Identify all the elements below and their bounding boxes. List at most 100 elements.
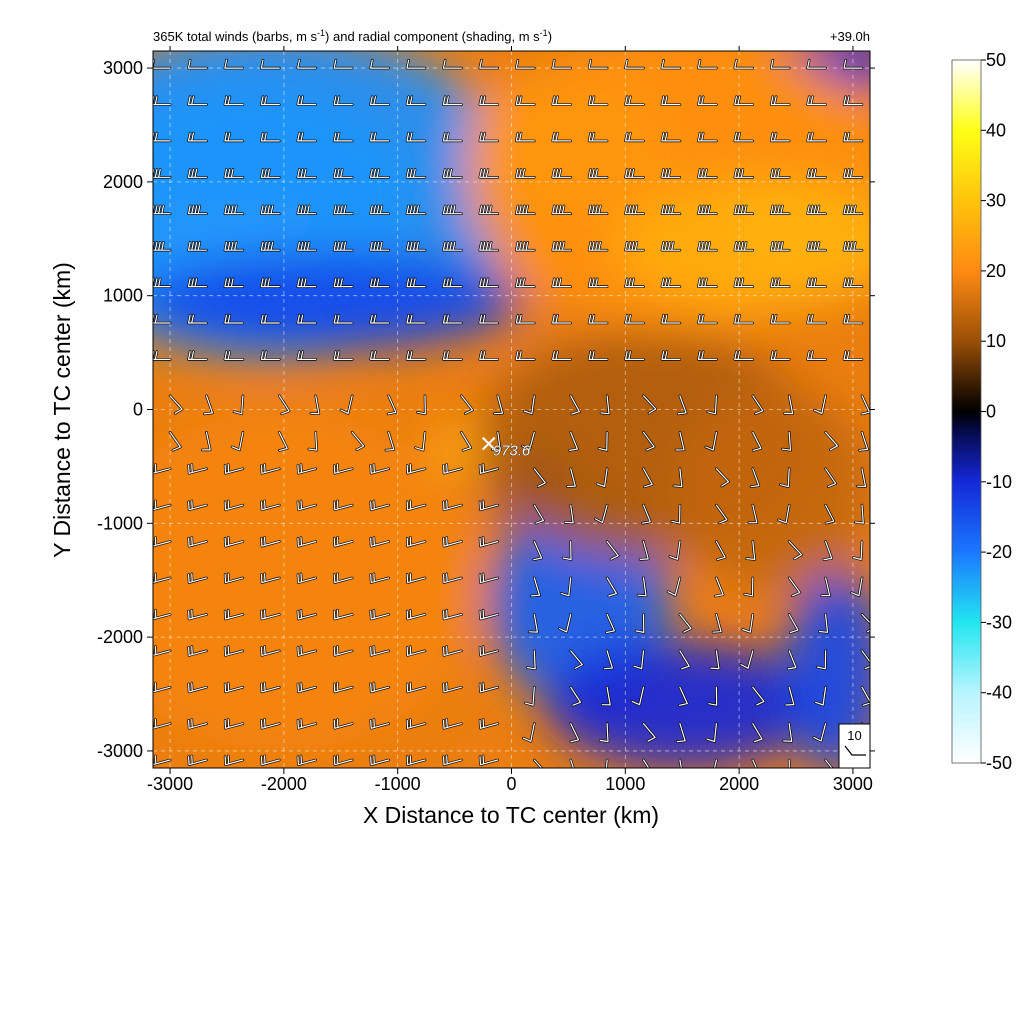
wind-barb-highlight [406,205,426,215]
forecast-hour-label: +39.0h [830,29,870,44]
wind-barb-highlight [187,132,208,142]
wind-barb-highlight [442,241,462,251]
wind-barb-highlight [825,759,833,768]
wind-barb-highlight [224,168,244,178]
wind-barb-highlight [479,278,499,288]
wind-barb-highlight [624,168,645,178]
wind-barb-highlight [260,241,280,251]
wind-barb-highlight [734,241,754,251]
wind-barb-highlight [406,351,426,360]
wind-barb-highlight [370,609,390,620]
wind-barb-highlight [308,431,318,451]
plot-title: 365K total winds (barbs, m s-1) and radi… [153,28,552,44]
wind-barb-highlight [843,314,863,324]
wind-barb-highlight [188,646,208,656]
wind-barb-highlight [861,650,870,670]
wind-barb-highlight [785,686,795,706]
wind-barb-highlight [479,646,499,656]
wind-barb-highlight [748,504,758,524]
wind-barb-highlight [370,59,390,69]
wind-barb-highlight [333,168,353,178]
wind-barb-highlight [224,500,244,511]
wind-barb-highlight [515,241,535,251]
wind-barb-highlight [661,59,681,69]
wind-barb-highlight [479,682,499,693]
wind-barb-highlight [187,241,208,251]
wind-barb-highlight [443,500,462,511]
wind-barb-highlight [734,278,754,288]
wind-barb-highlight [153,278,171,288]
wind-barb-highlight [406,536,426,547]
wind-barb-highlight [697,241,717,251]
wind-barb-highlight [187,96,208,106]
wind-barb-highlight [746,540,756,560]
wind-barb-highlight [370,755,390,766]
wind-barb-highlight [231,431,244,451]
wind-barb-highlight [710,650,720,670]
wind-barb-highlight [671,504,681,524]
wind-barb-highlight [624,132,645,142]
colorbar-tick-label: -50 [986,753,1012,773]
wind-barb-highlight [781,431,792,451]
wind-barb-highlight [153,241,171,251]
wind-barb-highlight [588,168,608,178]
wind-barb-highlight [406,132,426,142]
wind-barb-highlight [442,168,462,178]
wind-barb-highlight [406,59,426,69]
wind-barb-highlight [594,504,608,524]
wind-barb-highlight [187,351,208,360]
wind-barb-highlight [187,278,208,288]
wind-barb-highlight [297,278,317,288]
wind-barb-highlight [570,723,580,743]
wind-barb-highlight [788,540,803,560]
wind-barb-highlight [552,314,572,324]
shading-region [153,409,478,751]
wind-barb-highlight [370,205,390,215]
wind-barb-highlight [807,351,827,360]
wind-barb-highlight [260,351,280,360]
wind-barb-highlight [385,431,395,451]
wind-barb-highlight [515,96,535,106]
wind-barb-highlight [708,686,718,706]
wind-barb-highlight [825,504,835,524]
wind-barb-highlight [479,351,499,360]
wind-barb-highlight [479,573,499,584]
wind-barb-highlight [297,646,317,656]
wind-barb-highlight [370,314,390,324]
wind-barb-highlight [752,759,757,768]
wind-barb-highlight [522,723,535,742]
wind-barb-highlight [675,431,685,451]
plot-area: 973.6 [153,51,870,768]
wind-barb-highlight [406,500,426,511]
wind-barb-highlight [564,504,574,524]
wind-barb-highlight [515,205,535,215]
wind-barb-highlight [635,613,645,633]
wind-barb-highlight [479,314,499,324]
wind-barb-highlight [526,650,536,670]
wind-barb-highlight [843,132,863,142]
wind-barb-highlight [153,463,171,474]
wind-barb-highlight [153,755,171,766]
wind-barb-highlight [770,132,790,142]
colorbar-tick-label: -40 [986,683,1012,703]
wind-barb-highlight [479,718,499,729]
wind-barb-highlight [788,577,801,597]
wind-barb-highlight [297,205,317,215]
wind-barb-highlight [641,504,651,524]
wind-barb-highlight [734,168,754,178]
wind-barb-highlight [333,682,353,693]
wind-barb-highlight [734,96,754,106]
wind-barb-highlight [524,686,535,706]
wind-barb-highlight [406,718,426,729]
wind-barb-highlight [531,577,541,597]
wind-barb-highlight [788,759,790,768]
wind-barb-highlight [600,395,610,415]
wind-barb-highlight [387,395,397,415]
wind-barb-highlight [807,241,827,251]
wind-barb-highlight [679,759,682,768]
wind-barb-highlight [770,278,790,288]
wind-barb-highlight [260,59,280,69]
wind-barb-highlight [224,205,244,215]
wind-barb-highlight [340,395,353,414]
wind-barb-highlight [601,686,611,706]
